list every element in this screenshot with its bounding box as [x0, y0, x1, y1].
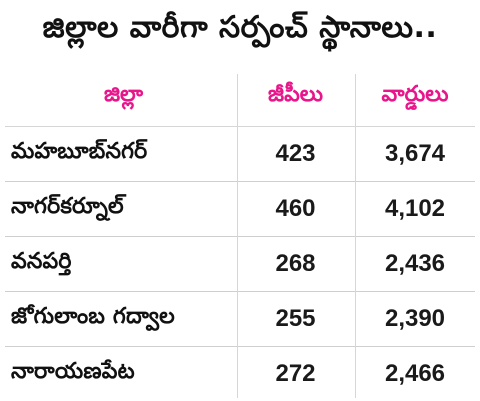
table-row: జోగులాంబ గద్వాల 255 2,390 — [5, 292, 475, 347]
header-gps: జీపీలు — [268, 82, 323, 107]
gp-count: 268 — [275, 250, 316, 277]
table-row: నాగర్‌కర్నూల్ 460 4,102 — [5, 182, 475, 237]
gp-count: 255 — [275, 305, 316, 332]
header-wards: వార్డులు — [381, 82, 449, 107]
district-name: వనపర్తి — [11, 249, 72, 274]
page-title: జిల్లాల వారీగా సర్పంచ్ స్థానాలు.. — [42, 10, 438, 45]
district-name: మహబూబ్‌నగర్ — [11, 139, 148, 164]
ward-count: 3,674 — [384, 140, 446, 167]
column-divider — [237, 74, 238, 398]
district-name: జోగులాంబ గద్వాల — [11, 304, 175, 329]
ward-count: 2,466 — [384, 360, 446, 387]
table-row: మహబూబ్‌నగర్ 423 3,674 — [5, 127, 475, 182]
ward-count: 4,102 — [384, 195, 446, 222]
table-row: వనపర్తి 268 2,436 — [5, 237, 475, 292]
column-divider — [355, 74, 356, 398]
district-name: నాగర్‌కర్నూల్ — [11, 194, 124, 219]
gp-count: 272 — [275, 360, 316, 387]
table-header-row: జిల్లా జీపీలు వార్డులు — [5, 68, 475, 127]
gp-count: 423 — [275, 140, 316, 167]
ward-count: 2,436 — [384, 250, 446, 277]
gp-count: 460 — [275, 195, 316, 222]
district-name: నారాయణపేట — [11, 359, 135, 384]
ward-count: 2,390 — [384, 305, 446, 332]
table-row: నారాయణపేట 272 2,466 — [5, 347, 475, 401]
header-district: జిల్లా — [103, 82, 144, 107]
sarpanch-seats-table: జిల్లా జీపీలు వార్డులు మహబూబ్‌నగర్ 423 3… — [5, 68, 475, 398]
